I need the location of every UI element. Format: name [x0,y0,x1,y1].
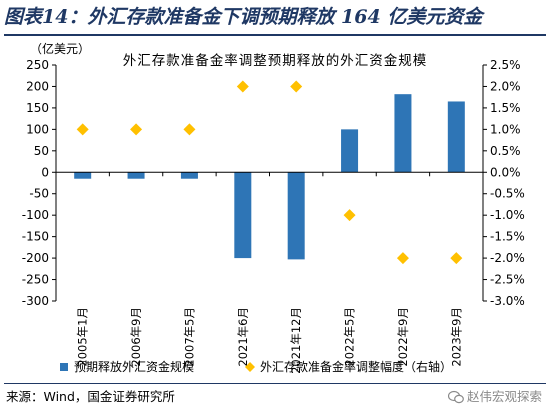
y-left-tick-label: -300 [22,294,49,308]
diamond-point [76,123,89,136]
x-tick-label: 2023年9月 [449,307,463,367]
y-right-tick-label: 1.5% [490,101,521,115]
diamond-point [236,80,249,93]
bar [180,172,198,179]
y-left-tick-label: -200 [22,251,49,265]
x-tick-label: 2021年12月 [289,307,303,374]
diamond-point [183,123,196,136]
y-right-tick-label: -2.5% [490,273,525,287]
y-right-tick-label: -2.0% [490,251,525,265]
y-right-tick-label: 0.5% [490,144,521,158]
chart: 外汇存款准备金率调整预期释放的外汇资金规模 （亿美元） 250 200 150 100… [22,41,525,374]
y-right-tick-label: -3.0% [490,294,525,308]
y-right-tick-label: 2.5% [490,58,521,72]
y-right-tick-label: -1.0% [490,208,525,222]
plot-area: 250 200 150 100 50 0 -50 -100 -150 -200 -250 -300 2.… [22,58,525,374]
y-right-tick-label: 2.0% [490,79,521,93]
diamond-point [343,209,356,222]
source-note: 来源：Wind，国金证券研究所 [6,389,175,404]
footer-divider [4,383,546,384]
y-left-tick-label: 200 [26,79,49,93]
diamond-point [130,123,143,136]
bar [394,94,412,173]
legend: 预期释放外汇资金规模 外汇存款准备金率调整幅度（右轴） [60,359,452,374]
y-left-tick-label: 50 [34,144,49,158]
chart-title: 外汇存款准备金率调整预期释放的外汇资金规模 [123,52,428,69]
y-left-tick-label: -250 [22,273,49,287]
legend-bar-swatch [60,363,68,371]
y-left-tick-label: 100 [26,122,49,136]
watermark: 赵伟宏观探索 [447,388,542,406]
diamond-point [396,252,409,265]
y-left-tick-label: -150 [22,230,49,244]
bar [287,172,305,260]
y-left-tick-label: -50 [29,187,49,201]
figure-title: 图表14：外汇存款准备金下调预期释放 164 亿美元资金 [4,6,483,28]
x-tick-label: 2022年9月 [396,307,410,367]
x-tick-label: 2021年6月 [236,307,250,367]
y-left-tick-label: 0 [41,165,49,179]
wechat-icon [447,390,464,404]
diamond-point [450,252,463,265]
title-divider [4,34,546,36]
bar [234,172,252,259]
y-left-tick-label: 250 [26,58,49,72]
x-tick-label: 2005年1月 [76,307,90,367]
legend-diamond-label: 外汇存款准备金率调整幅度（右轴） [260,359,452,374]
bar [127,172,145,179]
diamond-point [290,80,303,93]
bar [74,172,92,179]
x-tick-label: 2007年5月 [182,307,196,367]
watermark-text: 赵伟宏观探索 [466,389,542,404]
y-right-tick-label: -1.5% [490,230,525,244]
y-right-tick-label: 1.0% [490,122,521,136]
y-left-tick-label: 150 [26,101,49,115]
x-tick-label: 2022年5月 [343,307,357,367]
bar [341,129,359,173]
y-left-unit-label: （亿美元） [30,41,90,56]
y-left-tick-label: -100 [22,208,49,222]
y-right-tick-label: -0.5% [490,187,525,201]
bar [447,101,465,173]
x-tick-label: 2006年9月 [129,307,143,367]
y-right-tick-label: 0.0% [490,165,521,179]
legend-bar-label: 预期释放外汇资金规模 [74,359,194,374]
legend-diamond-swatch [245,362,255,372]
